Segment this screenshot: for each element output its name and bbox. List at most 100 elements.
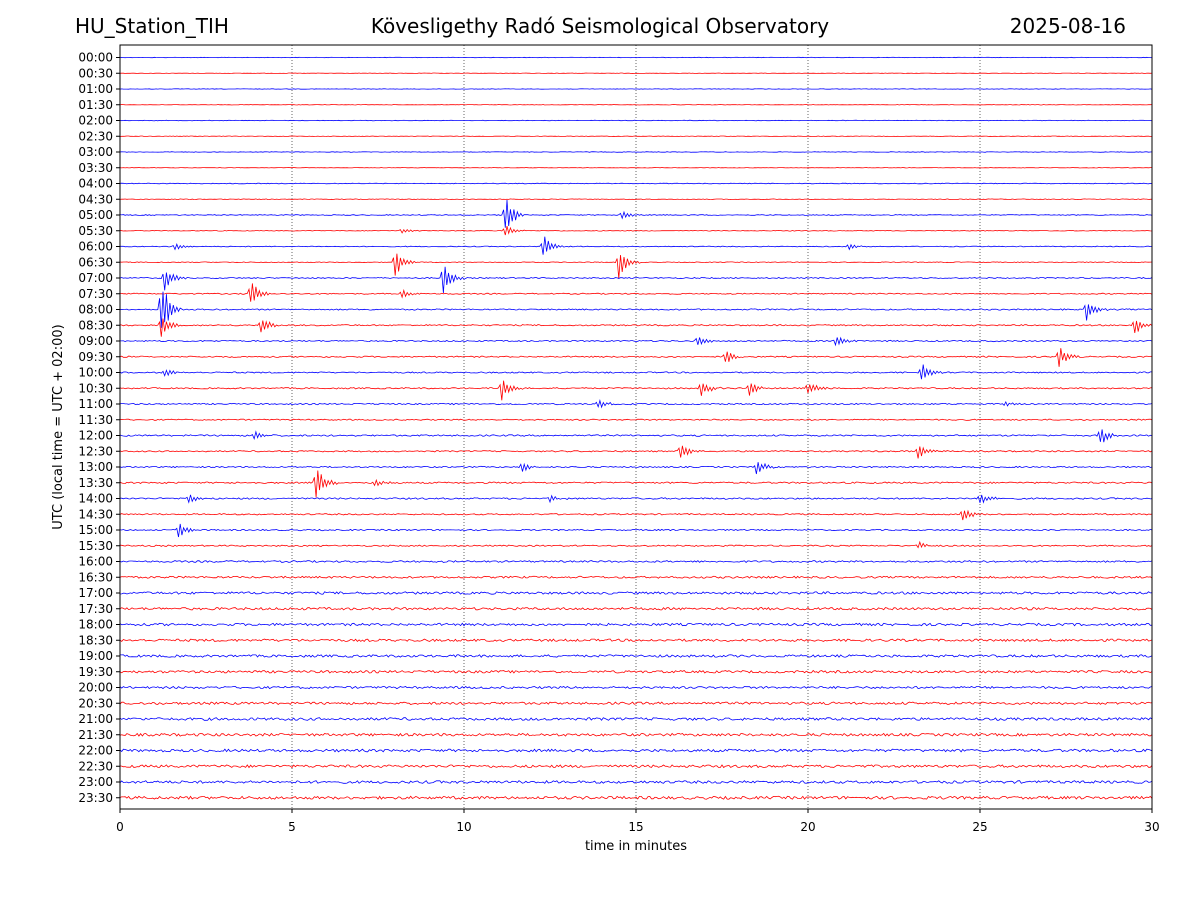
trace-0030 [119, 72, 1153, 74]
x-tick-label: 30 [1144, 820, 1159, 834]
trace-0430 [119, 198, 1153, 201]
y-tick-label: 12:00 [78, 429, 113, 443]
y-tick-label: 21:00 [78, 712, 113, 726]
trace-0800 [119, 291, 1153, 328]
trace-1830 [119, 638, 1153, 643]
y-tick-label: 06:30 [78, 255, 113, 269]
trace-1500 [119, 523, 1153, 538]
seismogram-traces [119, 56, 1153, 800]
trace-1630 [119, 575, 1153, 579]
y-tick-label: 16:00 [78, 555, 113, 569]
trace-2000 [119, 685, 1153, 690]
trace-0200 [119, 119, 1153, 122]
y-tick-label: 18:00 [78, 618, 113, 632]
trace-2100 [119, 717, 1153, 721]
trace-0600 [120, 236, 1153, 255]
trace-0230 [119, 135, 1153, 137]
trace-1000 [119, 364, 1152, 380]
y-tick-label: 11:30 [78, 413, 113, 427]
y-tick-label: 00:00 [78, 51, 113, 65]
y-tick-label: 00:30 [78, 66, 113, 80]
trace-1530 [119, 540, 1153, 549]
y-tick-label: 02:30 [78, 129, 113, 143]
x-tick-label: 15 [628, 820, 643, 834]
trace-0330 [119, 167, 1152, 169]
trace-1200 [119, 429, 1153, 443]
x-axis-ticks: 0 5 10 15 20 25 30 [116, 809, 1160, 834]
y-tick-label: 11:00 [78, 397, 113, 411]
x-tick-label: 0 [116, 820, 124, 834]
y-tick-label: 23:30 [78, 791, 113, 805]
y-tick-label: 17:00 [78, 586, 113, 600]
y-tick-label: 08:00 [78, 303, 113, 317]
trace-1900 [120, 654, 1153, 658]
trace-1100 [119, 399, 1153, 409]
trace-0400 [119, 182, 1153, 185]
y-tick-label: 04:00 [78, 177, 113, 191]
y-tick-label: 15:30 [78, 539, 113, 553]
grid-lines [291, 45, 981, 809]
trace-1400 [120, 494, 1153, 504]
trace-0700 [119, 266, 1153, 294]
y-tick-label: 19:00 [78, 649, 113, 663]
y-tick-label: 07:00 [78, 271, 113, 285]
station-name: HU_Station_TIH [75, 14, 229, 38]
trace-2230 [119, 764, 1153, 769]
y-tick-label: 08:30 [78, 318, 113, 332]
x-tick-label: 20 [800, 820, 815, 834]
trace-0830 [119, 318, 1153, 337]
x-tick-label: 25 [972, 820, 987, 834]
y-tick-label: 05:00 [78, 208, 113, 222]
y-tick-label: 15:00 [78, 523, 113, 537]
y-tick-label: 22:00 [78, 744, 113, 758]
trace-0300 [119, 151, 1153, 153]
y-tick-label: 22:30 [78, 759, 113, 773]
trace-2300 [119, 780, 1153, 784]
trace-2200 [119, 748, 1153, 753]
y-tick-label: 05:30 [78, 224, 113, 238]
y-tick-label: 06:00 [78, 240, 113, 254]
trace-1700 [119, 591, 1153, 595]
trace-1930 [119, 669, 1153, 674]
y-tick-label: 13:00 [78, 460, 113, 474]
trace-2030 [119, 701, 1153, 706]
trace-2330 [119, 795, 1153, 800]
y-tick-label: 07:30 [78, 287, 113, 301]
y-tick-label: 18:30 [78, 633, 113, 647]
trace-2130 [119, 732, 1153, 737]
x-tick-label: 10 [456, 820, 471, 834]
trace-1300 [119, 462, 1153, 475]
y-tick-label: 14:30 [78, 507, 113, 521]
y-tick-label: 14:00 [78, 492, 113, 506]
y-tick-label: 20:00 [78, 681, 113, 695]
y-tick-label: 09:00 [78, 334, 113, 348]
trace-1730 [119, 606, 1153, 611]
trace-1130 [119, 418, 1153, 421]
y-tick-label: 23:00 [78, 775, 113, 789]
y-tick-label: 13:30 [78, 476, 113, 490]
y-tick-label: 09:30 [78, 350, 113, 364]
y-tick-label: 02:00 [78, 114, 113, 128]
y-tick-label: 03:30 [78, 161, 113, 175]
trace-1430 [119, 509, 1153, 521]
y-tick-label: 10:30 [78, 381, 113, 395]
trace-0130 [119, 104, 1153, 106]
y-tick-label: 10:00 [78, 366, 113, 380]
x-tick-label: 5 [288, 820, 296, 834]
x-axis-label: time in minutes [585, 839, 687, 854]
y-tick-label: 04:30 [78, 192, 113, 206]
y-tick-label: 19:30 [78, 665, 113, 679]
y-tick-label: 17:30 [78, 602, 113, 616]
trace-0500 [119, 199, 1153, 228]
trace-0630 [119, 253, 1153, 279]
trace-1330 [119, 470, 1153, 498]
date-label: 2025-08-16 [1009, 14, 1126, 38]
y-tick-label: 21:30 [78, 728, 113, 742]
y-tick-label: 01:30 [78, 98, 113, 112]
y-tick-label: 16:30 [78, 570, 113, 584]
observatory-title: Kövesligethy Radó Seismological Observat… [370, 14, 830, 38]
trace-1800 [119, 622, 1153, 627]
trace-1030 [119, 380, 1153, 401]
